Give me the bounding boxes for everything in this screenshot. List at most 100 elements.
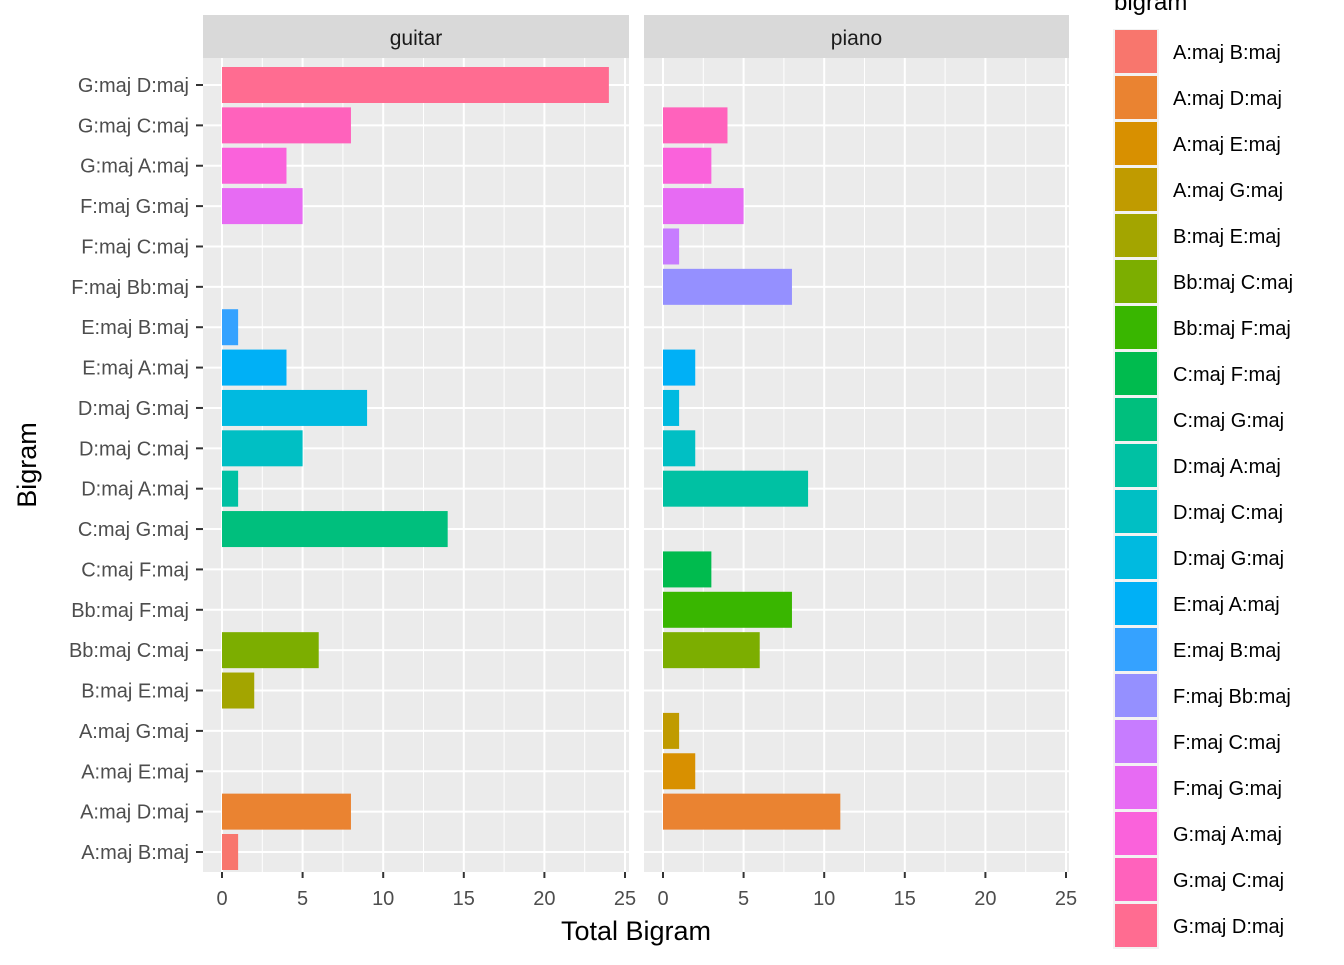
legend-item-label: Bb:maj C:maj: [1173, 272, 1293, 294]
facet-strip-guitar: [203, 15, 629, 58]
y-tick-label: F:maj C:maj: [81, 236, 189, 258]
legend-swatch: [1115, 674, 1157, 717]
legend-swatch: [1115, 168, 1157, 211]
y-tick-label: A:maj G:maj: [79, 721, 189, 743]
legend-item-label: G:maj A:maj: [1173, 824, 1282, 846]
legend-swatch: [1115, 352, 1157, 395]
bar-guitar-D-maj-A-maj: [222, 470, 239, 507]
legend-swatch: [1115, 260, 1157, 303]
x-tick-label: 20: [974, 888, 996, 910]
legend-item-label: F:maj C:maj: [1173, 732, 1281, 754]
facet-label-guitar: guitar: [390, 27, 443, 50]
y-tick-label: A:maj D:maj: [80, 802, 189, 824]
y-tick-label: B:maj E:maj: [81, 681, 189, 703]
bar-piano-F-maj-Bb-maj: [663, 268, 792, 305]
bar-guitar-D-maj-C-maj: [222, 430, 303, 467]
legend-item-label: D:maj G:maj: [1173, 548, 1284, 570]
legend-swatch: [1115, 490, 1157, 533]
x-axis-label: Total Bigram: [561, 916, 711, 946]
legend-item-label: C:maj F:maj: [1173, 364, 1281, 386]
bar-piano-F-maj-G-maj: [663, 188, 744, 225]
legend-swatch: [1115, 444, 1157, 487]
bar-piano-G-maj-A-maj: [663, 147, 712, 184]
x-tick-label: 10: [372, 888, 394, 910]
bar-guitar-G-maj-A-maj: [222, 147, 287, 184]
bar-piano-D-maj-A-maj: [663, 470, 809, 507]
legend-swatch: [1115, 904, 1157, 947]
bar-piano-A-maj-D-maj: [663, 793, 841, 830]
legend-swatch: [1115, 76, 1157, 119]
y-tick-label: E:maj A:maj: [82, 358, 189, 380]
legend-item-label: G:maj C:maj: [1173, 870, 1284, 892]
bar-guitar-D-maj-G-maj: [222, 389, 368, 426]
legend-swatch: [1115, 536, 1157, 579]
y-tick-label: D:maj A:maj: [81, 479, 189, 501]
bar-piano-A-maj-E-maj: [663, 753, 696, 790]
x-tick-label: 5: [297, 888, 308, 910]
legend-item-label: A:maj D:maj: [1173, 88, 1282, 110]
facet-strip-piano: [644, 15, 1069, 58]
legend-item-label: A:maj E:maj: [1173, 134, 1281, 156]
bar-guitar-A-maj-B-maj: [222, 834, 239, 870]
legend-item-label: A:maj G:maj: [1173, 180, 1283, 202]
legend-item-label: E:maj B:maj: [1173, 640, 1281, 662]
legend-swatch: [1115, 766, 1157, 809]
legend-swatch: [1115, 122, 1157, 165]
bar-piano-A-maj-G-maj: [663, 712, 680, 749]
y-tick-label: C:maj G:maj: [78, 519, 189, 541]
legend-item-label: B:maj E:maj: [1173, 226, 1281, 248]
y-tick-label: F:maj G:maj: [80, 196, 189, 218]
bar-piano-Bb-maj-C-maj: [663, 632, 760, 669]
legend-item-label: D:maj A:maj: [1173, 456, 1281, 478]
legend-item-label: C:maj G:maj: [1173, 410, 1284, 432]
x-tick-label: 0: [216, 888, 227, 910]
bar-guitar-Bb-maj-C-maj: [222, 632, 319, 669]
legend-title: bigram: [1114, 0, 1187, 16]
legend-item-label: G:maj D:maj: [1173, 916, 1284, 938]
bar-guitar-C-maj-G-maj: [222, 511, 448, 548]
bar-guitar-G-maj-C-maj: [222, 107, 351, 144]
bar-guitar-A-maj-D-maj: [222, 793, 351, 830]
legend-item-label: A:maj B:maj: [1173, 42, 1281, 64]
y-tick-label: Bb:maj C:maj: [69, 640, 189, 662]
bar-guitar-E-maj-A-maj: [222, 349, 287, 386]
y-tick-label: G:maj C:maj: [78, 115, 189, 137]
legend-item-label: F:maj Bb:maj: [1173, 686, 1291, 708]
x-tick-label: 0: [657, 888, 668, 910]
y-tick-label: A:maj B:maj: [81, 842, 189, 864]
legend-item-label: D:maj C:maj: [1173, 502, 1283, 524]
bar-piano-C-maj-F-maj: [663, 551, 712, 588]
y-tick-label: E:maj B:maj: [81, 317, 189, 339]
y-tick-label: F:maj Bb:maj: [71, 277, 189, 299]
bar-guitar-G-maj-D-maj: [222, 67, 609, 103]
legend-swatch: [1115, 30, 1157, 73]
y-tick-label: C:maj F:maj: [81, 559, 189, 581]
y-tick-label: G:maj D:maj: [78, 75, 189, 97]
bar-guitar-E-maj-B-maj: [222, 309, 239, 346]
bar-guitar-F-maj-G-maj: [222, 188, 303, 225]
x-tick-label: 10: [813, 888, 835, 910]
bar-piano-D-maj-C-maj: [663, 430, 696, 467]
y-tick-label: Bb:maj F:maj: [71, 600, 189, 622]
y-axis-label: Bigram: [12, 422, 42, 508]
bar-piano-F-maj-C-maj: [663, 228, 680, 265]
legend-item-label: E:maj A:maj: [1173, 594, 1280, 616]
bar-piano-D-maj-G-maj: [663, 389, 680, 426]
legend-swatch: [1115, 582, 1157, 625]
legend-swatch: [1115, 812, 1157, 855]
bar-piano-Bb-maj-F-maj: [663, 591, 792, 628]
x-tick-label: 15: [894, 888, 916, 910]
legend-item-label: Bb:maj F:maj: [1173, 318, 1291, 340]
bar-piano-G-maj-C-maj: [663, 107, 728, 144]
legend-swatch: [1115, 306, 1157, 349]
legend-swatch: [1115, 720, 1157, 763]
bar-piano-E-maj-A-maj: [663, 349, 696, 386]
legend-swatch: [1115, 398, 1157, 441]
y-tick-label: G:maj A:maj: [80, 156, 189, 178]
legend-item-label: F:maj G:maj: [1173, 778, 1282, 800]
x-tick-label: 25: [614, 888, 636, 910]
facet-label-piano: piano: [831, 27, 882, 50]
legend-swatch: [1115, 214, 1157, 257]
x-tick-label: 5: [738, 888, 749, 910]
